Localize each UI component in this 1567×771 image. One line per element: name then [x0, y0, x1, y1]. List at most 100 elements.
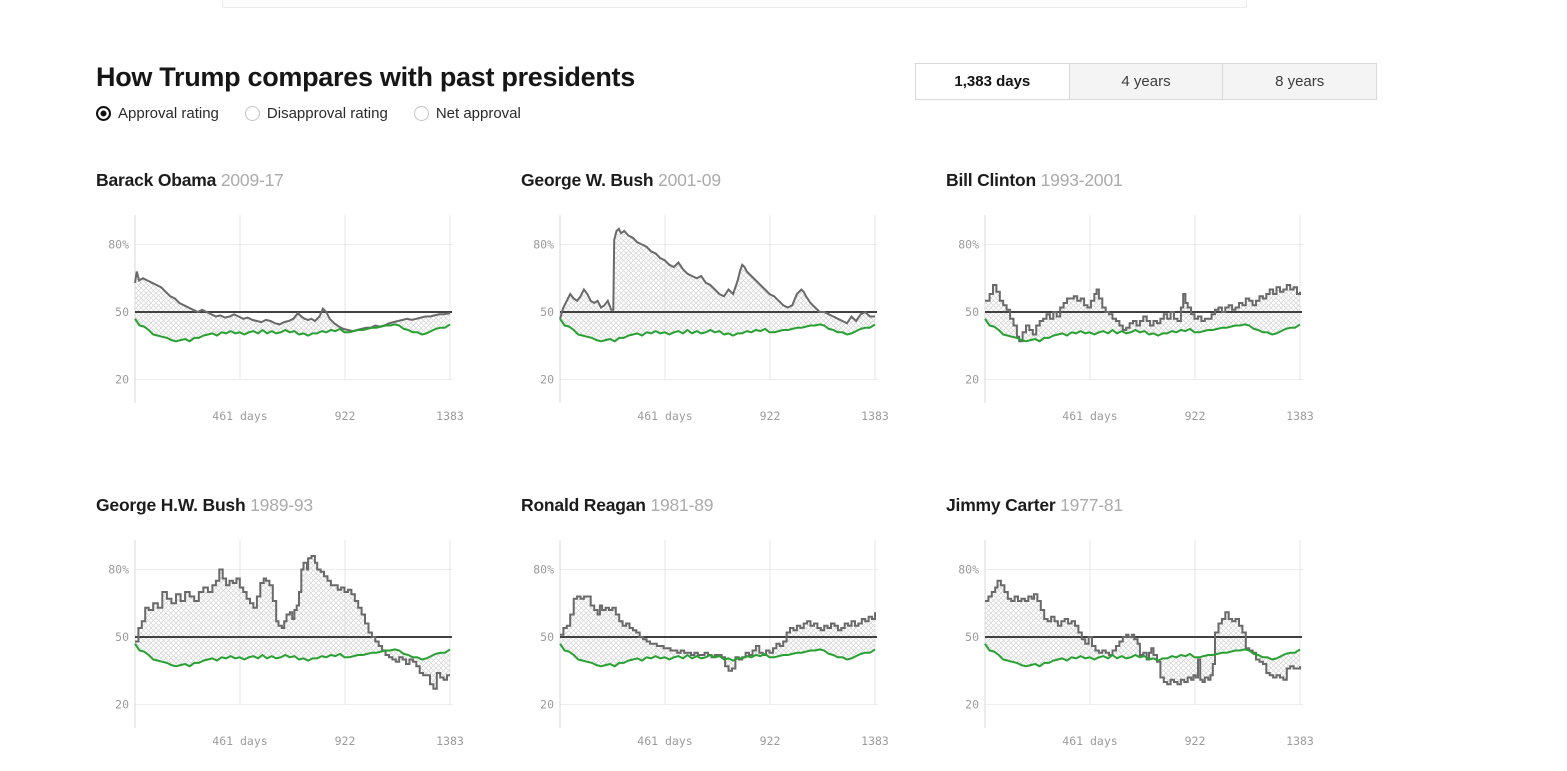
president-name: Barack Obama	[96, 170, 217, 190]
y-tick-label: 80%	[533, 563, 554, 577]
trump-approval-line	[559, 643, 876, 668]
president-name: Ronald Reagan	[521, 495, 646, 515]
x-tick-label: 461 days	[212, 734, 267, 748]
chart-card-george-w-bush: George W. Bush 2001-09 80% 50 20 461 days 922…	[521, 170, 911, 450]
approval-gap-hatched-area	[560, 228, 875, 342]
president-approval-line	[985, 284, 1301, 343]
chart-card-jimmy-carter: Jimmy Carter 1977-81 80% 50 20 461 days 922 13…	[946, 495, 1336, 771]
y-tick-label: 50	[540, 630, 554, 644]
chart-title: George H.W. Bush 1989-93	[96, 495, 313, 516]
y-tick-label: 20	[540, 698, 554, 712]
x-tick-label: 1383	[436, 734, 464, 748]
president-years: 1989-93	[245, 495, 313, 515]
president-years: 1981-89	[646, 495, 714, 515]
range-button-8-years[interactable]: 8 years	[1223, 64, 1377, 99]
approval-gap-hatched-area	[135, 556, 450, 689]
president-years-text: 1993-2001	[1040, 170, 1123, 190]
x-tick-label: 922	[760, 409, 781, 423]
chart-title: Jimmy Carter 1977-81	[946, 495, 1123, 516]
y-tick-label: 20	[965, 373, 979, 387]
y-tick-label: 80%	[108, 238, 129, 252]
president-approval-line	[559, 227, 875, 325]
president-years-text: 2009-17	[220, 170, 284, 190]
y-tick-label: 20	[115, 698, 129, 712]
president-years-text: 1977-81	[1060, 495, 1123, 515]
x-tick-label: 922	[1185, 409, 1206, 423]
president-years: 2001-09	[653, 170, 721, 190]
chart-card-bill-clinton: Bill Clinton 1993-2001 80% 50 20 461 days 922…	[946, 170, 1336, 450]
y-tick-label: 50	[115, 630, 129, 644]
x-tick-label: 922	[335, 409, 356, 423]
metric-radio-group: Approval rating Disapproval rating Net app…	[96, 105, 521, 122]
radio-option-label: Approval rating	[118, 105, 219, 122]
president-years-text: 2001-09	[658, 170, 721, 190]
president-years: 1977-81	[1055, 495, 1123, 515]
y-tick-label: 80%	[958, 563, 979, 577]
approval-chart-svg: 80% 50 20 461 days 922 1383	[533, 540, 889, 748]
radio-unselected-icon[interactable]	[413, 106, 429, 121]
president-name: George H.W. Bush	[96, 495, 246, 515]
trump-approval-line	[134, 318, 451, 343]
president-approval-line	[985, 579, 1301, 686]
previous-section-box	[222, 0, 1247, 8]
y-tick-label: 50	[965, 305, 979, 319]
radio-unselected-icon[interactable]	[244, 106, 260, 121]
approval-gap-hatched-area	[135, 271, 450, 342]
trump-approval-line	[984, 318, 1301, 343]
approval-chart-svg: 80% 50 20 461 days 922 1383	[108, 215, 464, 423]
radio-option-net-approval[interactable]: Net approval	[413, 105, 521, 122]
x-tick-label: 461 days	[637, 734, 692, 748]
radio-option-disapproval-rating[interactable]: Disapproval rating	[244, 105, 388, 122]
range-button-1-383-days[interactable]: 1,383 days	[916, 64, 1070, 99]
trump-approval-line	[134, 643, 451, 668]
president-years-text: 1989-93	[250, 495, 313, 515]
x-tick-label: 1383	[1286, 409, 1314, 423]
x-tick-label: 461 days	[637, 409, 692, 423]
x-tick-label: 922	[335, 734, 356, 748]
y-tick-label: 50	[115, 305, 129, 319]
y-tick-label: 80%	[108, 563, 129, 577]
radio-option-approval-rating[interactable]: Approval rating	[96, 105, 219, 122]
chart-title: Bill Clinton 1993-2001	[946, 170, 1123, 191]
trump-approval-line	[559, 318, 876, 343]
range-button-group: 1,383 days 4 years 8 years	[915, 63, 1377, 100]
chart-card-george-h-w-bush: George H.W. Bush 1989-93 80% 50 20 461 days 9…	[96, 495, 486, 771]
president-approval-line	[135, 555, 450, 690]
president-name: Bill Clinton	[946, 170, 1036, 190]
x-tick-label: 922	[760, 734, 781, 748]
y-tick-label: 20	[965, 698, 979, 712]
y-tick-label: 80%	[533, 238, 554, 252]
chart-title: Ronald Reagan 1981-89	[521, 495, 713, 516]
x-tick-label: 461 days	[1062, 409, 1117, 423]
x-tick-label: 461 days	[212, 409, 267, 423]
x-tick-label: 922	[1185, 734, 1206, 748]
y-tick-label: 50	[540, 305, 554, 319]
president-name: George W. Bush	[521, 170, 654, 190]
radio-option-label: Net approval	[435, 105, 521, 122]
x-tick-label: 461 days	[1062, 734, 1117, 748]
radio-selected-icon[interactable]	[96, 106, 111, 121]
president-name: Jimmy Carter	[946, 495, 1056, 515]
president-approval-line	[134, 271, 451, 333]
chart-card-barack-obama: Barack Obama 2009-17 80% 50 20 461 days 922 13…	[96, 170, 486, 450]
president-years: 1993-2001	[1036, 170, 1123, 190]
approval-chart-svg: 80% 50 20 461 days 922 1383	[533, 215, 889, 423]
x-tick-label: 1383	[1286, 734, 1314, 748]
y-tick-label: 20	[540, 373, 554, 387]
president-years-text: 1981-89	[650, 495, 714, 515]
chart-title: George W. Bush 2001-09	[521, 170, 721, 191]
x-tick-label: 1383	[861, 409, 889, 423]
approval-chart-svg: 80% 50 20 461 days 922 1383	[958, 540, 1314, 748]
president-years: 2009-17	[216, 170, 284, 190]
chart-title: Barack Obama 2009-17	[96, 170, 284, 191]
trump-approval-line	[984, 643, 1301, 668]
y-tick-label: 80%	[958, 238, 979, 252]
radio-option-label: Disapproval rating	[266, 105, 388, 122]
range-button-4-years[interactable]: 4 years	[1069, 64, 1224, 99]
x-tick-label: 1383	[436, 409, 464, 423]
approval-chart-svg: 80% 50 20 461 days 922 1383	[958, 215, 1314, 423]
x-tick-label: 1383	[861, 734, 889, 748]
y-tick-label: 50	[965, 630, 979, 644]
y-tick-label: 20	[115, 373, 129, 387]
